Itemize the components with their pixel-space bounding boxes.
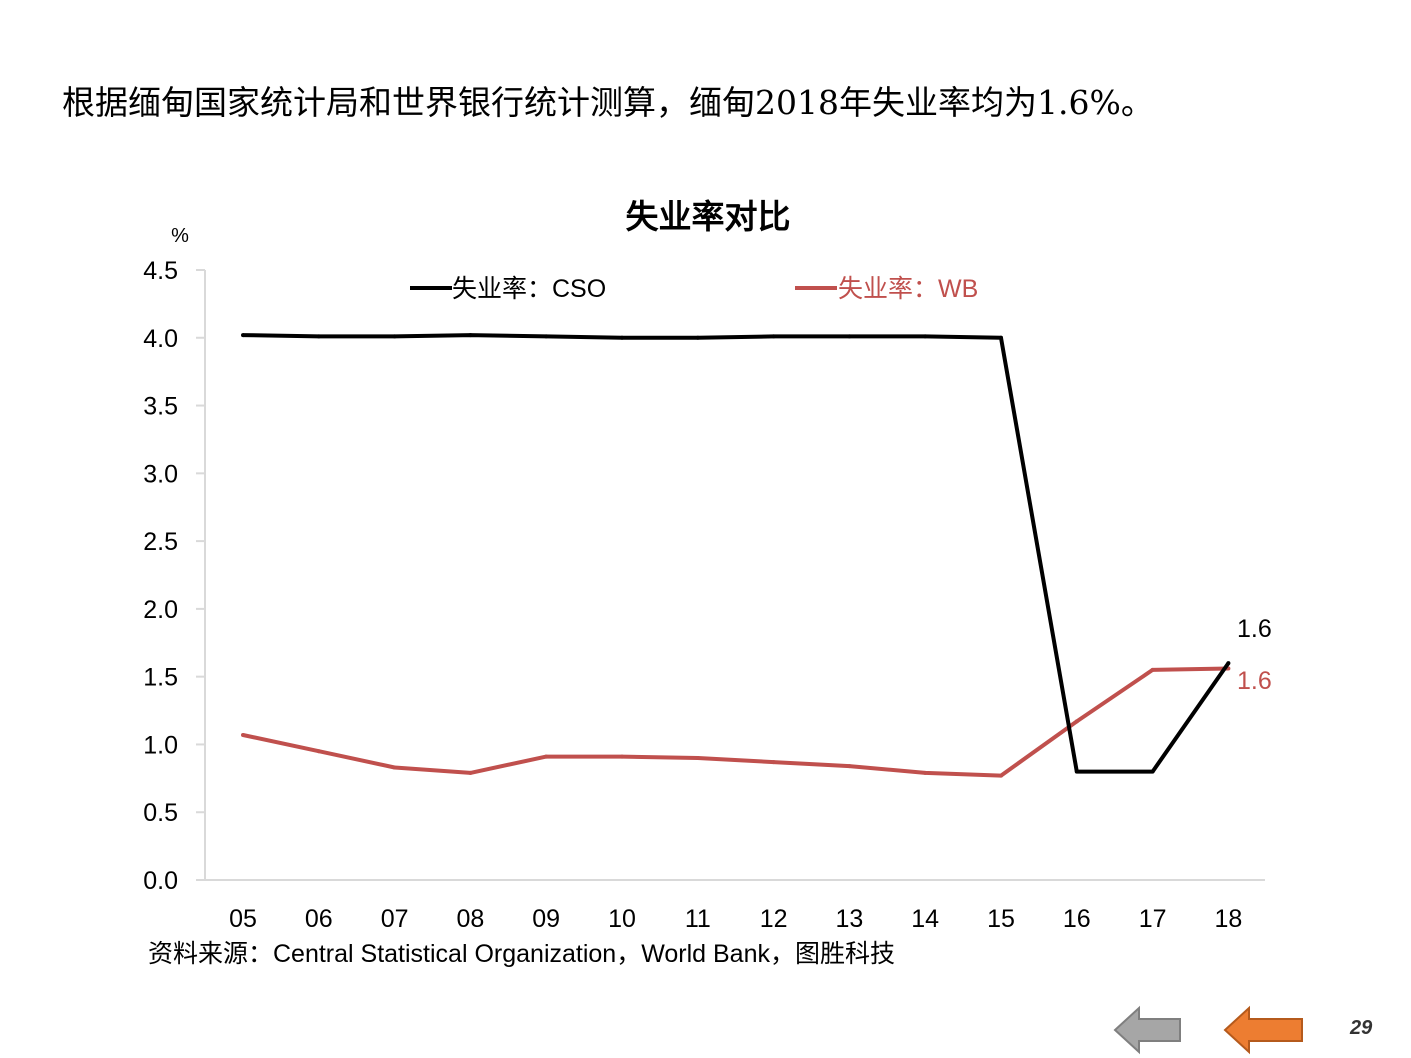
series-0-point: [1074, 769, 1079, 774]
y-tick-label: 3.5: [143, 393, 178, 421]
y-tick-label: 2.0: [143, 596, 178, 624]
legend-label-1: 失业率：WB: [838, 275, 978, 303]
x-tick-label: 07: [381, 905, 409, 933]
series-1-point: [1074, 719, 1079, 724]
x-axis-ticks: 05 06 07 08 09 10 11 12 13 14 15 16 17 18: [229, 905, 1242, 933]
series-1-point: [620, 754, 624, 759]
page-number: 29: [1350, 1017, 1373, 1039]
y-tick-label: 0.0: [143, 867, 178, 895]
y-tick-label: 0.5: [143, 799, 178, 827]
x-tick-label: 06: [305, 905, 333, 933]
x-tick-label: 16: [1063, 905, 1091, 933]
x-tick-label: 08: [456, 905, 484, 933]
legend: 失业率：CSO 失业率：WB: [410, 275, 978, 303]
series-0-point: [316, 334, 321, 339]
next-arrow-button[interactable]: [1222, 1004, 1306, 1056]
series-1-point: [771, 760, 776, 765]
series-1-point: [1150, 667, 1155, 672]
series-1-point: [923, 770, 928, 775]
x-tick-label: 05: [229, 905, 257, 933]
y-tick-label: 3.0: [143, 460, 178, 488]
series-1-point: [316, 749, 321, 754]
x-tick-label: 09: [532, 905, 560, 933]
series-0-point: [771, 334, 776, 339]
series-1-point: [544, 754, 549, 759]
series-0-point: [1150, 769, 1155, 774]
series-0-point: [241, 333, 245, 338]
x-tick-label: 14: [911, 905, 939, 933]
series-1-point: [468, 770, 473, 775]
series-0-point: [620, 335, 624, 340]
series-0-point: [392, 334, 397, 339]
series-1-point: [392, 765, 397, 770]
x-tick-label: 15: [987, 905, 1015, 933]
series-0-point: [923, 334, 928, 339]
slide-headline: 根据缅甸国家统计局和世界银行统计测算，缅甸2018年失业率均为1.6%。: [62, 83, 1154, 122]
end-label-0: 1.6: [1237, 615, 1272, 643]
end-label-1: 1.6: [1237, 667, 1272, 695]
series-1-point: [999, 773, 1003, 778]
series-0-point: [468, 333, 473, 338]
y-axis-ticks: 0.0 0.5 1.0 1.5 2.0 2.5 3.0 3.5 4.0 4.5: [143, 257, 205, 895]
x-tick-label: 17: [1139, 905, 1167, 933]
series-0-point: [695, 335, 700, 340]
series-line-0: [242, 333, 1231, 774]
y-tick-label: 4.5: [143, 257, 178, 285]
y-tick-label: 2.5: [143, 528, 178, 556]
series-0-point: [544, 334, 549, 339]
y-tick-label: 1.0: [143, 731, 178, 759]
legend-label-0: 失业率：CSO: [452, 275, 606, 303]
y-tick-label: 4.0: [143, 325, 178, 353]
x-tick-label: 12: [760, 905, 788, 933]
left-arrow-icon: [1113, 1005, 1181, 1055]
series-line-1: [242, 666, 1229, 778]
series-1-point: [847, 764, 852, 769]
x-tick-label: 10: [608, 905, 636, 933]
end-labels: 1.6 1.6: [1237, 615, 1272, 695]
series-0-point: [999, 335, 1003, 340]
x-tick-label: 11: [685, 905, 711, 933]
source-note: 资料来源：Central Statistical Organization，Wo…: [148, 940, 895, 968]
left-arrow-icon: [1223, 1005, 1303, 1055]
chart-title: 失业率对比: [626, 198, 791, 235]
x-tick-label: 18: [1214, 905, 1242, 933]
series-layer: [241, 333, 1231, 778]
series-0-point: [847, 334, 852, 339]
y-tick-label: 1.5: [143, 664, 178, 692]
x-tick-label: 13: [835, 905, 863, 933]
series-0-point: [1226, 661, 1231, 666]
series-1-point: [241, 732, 245, 737]
y-axis-unit: %: [171, 225, 189, 247]
series-1-point: [695, 756, 700, 760]
prev-arrow-button[interactable]: [1112, 1004, 1184, 1056]
